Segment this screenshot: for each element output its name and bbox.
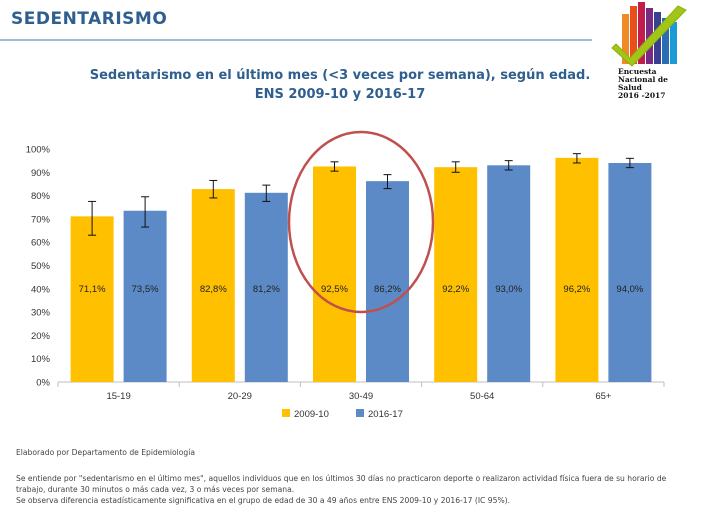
- x-tick-label: 20-29: [228, 391, 252, 402]
- ens-logo-bars-icon: [611, 2, 687, 67]
- definition-note-line2: trabajo, durante 30 minutos o más cada v…: [16, 485, 295, 494]
- data-label: 96,2%: [563, 284, 590, 295]
- sedentarismo-bar-chart: 0% 10% 20% 30% 40% 50% 60% 70% 80% 90% 100% 71,1% 73…: [26, 130, 665, 420]
- y-tick-label: 30%: [31, 308, 51, 319]
- logo-line: 2016 -2017: [618, 91, 666, 100]
- credit-note: Elaborado por Departamento de Epidemiolo…: [16, 448, 195, 457]
- significance-note: Se observa diferencia estadísticamente s…: [16, 496, 511, 505]
- title-divider: [0, 39, 592, 41]
- x-tick-label: 50-64: [470, 391, 494, 402]
- bar: [313, 166, 356, 382]
- bar: [555, 157, 599, 382]
- logo-line: Encuesta: [618, 67, 657, 76]
- y-tick-label: 100%: [26, 145, 51, 156]
- logo-line: Nacional de: [618, 75, 668, 84]
- y-tick-label: 10%: [31, 354, 51, 365]
- y-tick-label: 0%: [36, 378, 50, 389]
- ens-logo-text: Encuesta Nacional de Salud 2016 -2017: [618, 68, 698, 100]
- y-tick-label: 50%: [31, 261, 51, 272]
- bar: [244, 192, 288, 382]
- y-tick-label: 80%: [31, 191, 51, 202]
- bar: [487, 165, 531, 382]
- legend-swatch: [282, 409, 290, 417]
- chart-title-block: Sedentarismo en el último mes (<3 veces …: [70, 66, 610, 104]
- legend-label: 2009-10: [294, 409, 329, 420]
- x-tick-label: 15-19: [106, 391, 130, 402]
- data-label: 93,0%: [495, 284, 522, 295]
- data-label: 81,2%: [253, 284, 280, 295]
- x-tick-label: 30-49: [349, 391, 373, 402]
- logo-line: Salud: [618, 83, 642, 92]
- ens-logo: Encuesta Nacional de Salud 2016 -2017: [608, 0, 702, 104]
- y-tick-label: 90%: [31, 168, 51, 179]
- page-title: SEDENTARISMO: [11, 9, 168, 29]
- chart-subtitle: ENS 2009-10 y 2016-17: [254, 87, 426, 102]
- y-tick-label: 60%: [31, 238, 51, 249]
- bar: [366, 181, 409, 382]
- bar: [191, 189, 235, 382]
- data-label: 82,8%: [200, 284, 227, 295]
- legend-label: 2016-17: [368, 409, 403, 420]
- bar: [123, 210, 167, 382]
- data-label: 92,2%: [442, 284, 469, 295]
- data-label: 92,5%: [321, 284, 348, 295]
- y-tick-label: 70%: [31, 214, 51, 225]
- legend-swatch: [356, 409, 364, 417]
- bar: [434, 167, 478, 382]
- definition-note-line1: Se entiende por "sedentarismo en el últi…: [16, 474, 667, 483]
- data-label: 86,2%: [374, 284, 401, 295]
- y-tick-label: 20%: [31, 331, 51, 342]
- data-label: 71,1%: [79, 284, 106, 295]
- bar: [608, 162, 652, 382]
- data-label: 73,5%: [132, 284, 159, 295]
- bar: [70, 216, 114, 382]
- highlight-ellipse: [287, 130, 435, 314]
- chart-title: Sedentarismo en el último mes (<3 veces …: [89, 68, 591, 83]
- x-tick-label: 65+: [595, 391, 612, 402]
- data-label: 94,0%: [616, 284, 643, 295]
- y-tick-label: 40%: [31, 284, 51, 295]
